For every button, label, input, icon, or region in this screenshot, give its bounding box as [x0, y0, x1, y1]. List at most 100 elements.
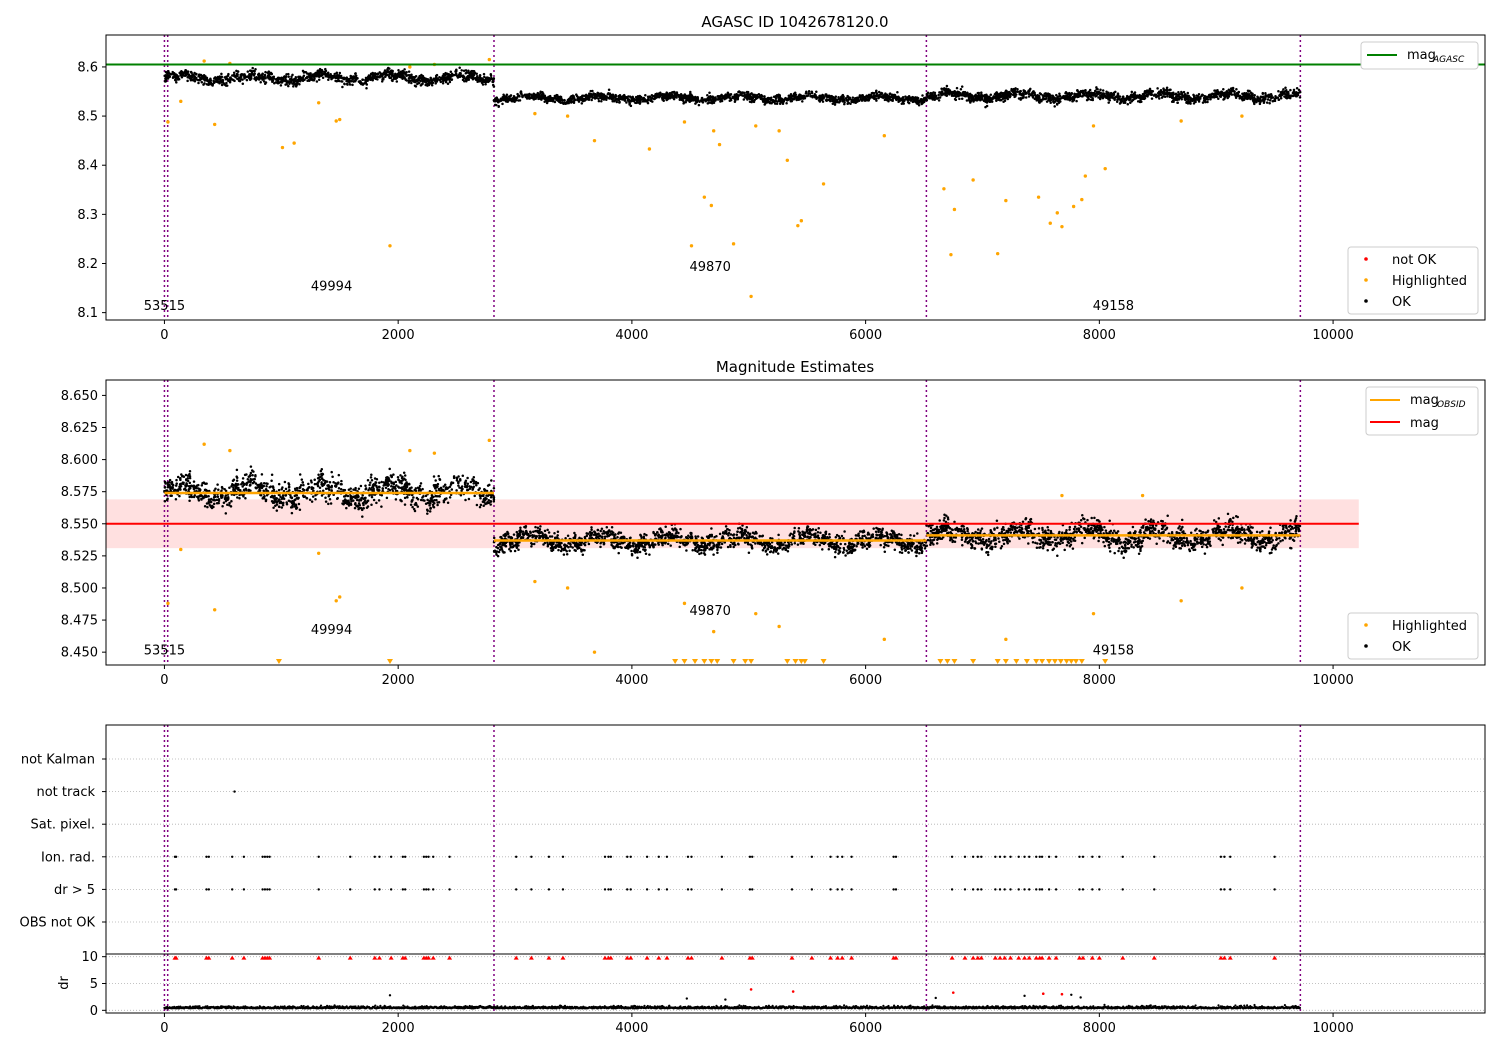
- ok-point: [449, 70, 453, 74]
- ok-point: [772, 100, 776, 103]
- ok-point: [1163, 95, 1167, 99]
- ok-point: [315, 80, 319, 83]
- ok-point: [437, 78, 440, 81]
- ok-point: [330, 77, 333, 81]
- ok-point: [945, 94, 949, 97]
- x-tick-label: 8000: [1083, 328, 1116, 343]
- obsid-label: 53515: [144, 299, 185, 314]
- ok-point: [373, 72, 376, 75]
- ok-point: [954, 92, 957, 95]
- ok-point: [1018, 92, 1021, 96]
- ok-point: [496, 98, 499, 101]
- ok-point: [514, 97, 517, 100]
- ok-point: [434, 74, 438, 78]
- ok-point: [444, 77, 448, 81]
- ok-point: [900, 102, 904, 105]
- ok-point: [1155, 95, 1158, 99]
- ok-point: [588, 92, 591, 95]
- ok-point: [220, 83, 224, 87]
- x-tick-label: 4000: [615, 328, 648, 343]
- ok-point: [458, 66, 461, 69]
- ok-point: [176, 75, 179, 79]
- ok-point: [516, 92, 519, 96]
- ok-point: [1071, 99, 1074, 103]
- ok-point: [299, 76, 302, 79]
- ok-point: [985, 95, 988, 99]
- ok-point: [260, 473, 264, 476]
- ok-point: [1051, 98, 1054, 101]
- ok-point: [921, 94, 924, 97]
- ok-point: [954, 95, 958, 98]
- ok-point: [328, 498, 332, 501]
- ok-point: [227, 72, 230, 76]
- ok-point: [232, 71, 236, 75]
- ok-point: [1279, 90, 1283, 94]
- ok-point: [1116, 92, 1120, 95]
- ok-point: [789, 99, 793, 103]
- ok-point: [383, 69, 387, 72]
- ok-point: [1133, 91, 1137, 94]
- ok-point: [451, 74, 455, 77]
- ok-point: [1053, 100, 1057, 103]
- ok-point: [489, 77, 492, 81]
- ok-point: [394, 480, 398, 484]
- obsid-label: 49994: [311, 280, 352, 295]
- ok-point: [369, 74, 372, 77]
- ok-point: [837, 95, 840, 99]
- ok-point: [787, 98, 790, 101]
- ok-point: [178, 494, 181, 498]
- ok-point: [537, 94, 541, 97]
- ok-point: [245, 78, 249, 82]
- highlighted-point: [949, 252, 953, 257]
- ok-point: [475, 72, 478, 76]
- ok-point: [335, 80, 338, 83]
- ok-point: [318, 73, 322, 77]
- ok-point: [329, 502, 333, 505]
- ok-point: [198, 78, 202, 82]
- ok-point: [475, 484, 478, 487]
- ok-point: [1006, 94, 1010, 98]
- x-tick-label: 0: [160, 328, 168, 343]
- ok-point: [190, 75, 194, 79]
- legend-label: mag: [1407, 48, 1436, 63]
- ok-point: [821, 97, 825, 100]
- ok-point: [590, 98, 593, 102]
- ok-point: [375, 75, 378, 79]
- ok-point: [746, 98, 749, 101]
- ok-point: [478, 74, 482, 77]
- ok-point: [1130, 90, 1134, 94]
- ok-point: [274, 81, 278, 84]
- ok-point: [441, 81, 445, 85]
- ok-point: [952, 94, 956, 97]
- ok-point: [837, 101, 841, 104]
- ok-point: [843, 101, 846, 104]
- ok-point: [1294, 94, 1297, 97]
- ok-point: [270, 72, 273, 76]
- obsid-label: 49158: [1093, 299, 1134, 314]
- ok-point: [249, 477, 252, 481]
- ok-point: [166, 77, 170, 80]
- ok-point: [945, 84, 949, 88]
- ok-point: [293, 83, 296, 86]
- ok-point: [270, 473, 274, 476]
- ok-point: [402, 74, 405, 78]
- ok-point: [687, 98, 690, 102]
- ok-point: [166, 481, 169, 484]
- ok-point: [706, 102, 710, 105]
- ok-point: [217, 488, 220, 491]
- ok-point: [1253, 94, 1256, 97]
- ok-point: [867, 94, 870, 98]
- ok-point: [212, 79, 215, 83]
- ok-point: [229, 76, 232, 79]
- ok-point: [997, 98, 1000, 102]
- ok-point: [521, 94, 525, 97]
- ok-point: [893, 93, 896, 97]
- ok-point: [220, 72, 223, 76]
- ok-point: [415, 496, 419, 500]
- ok-point: [651, 94, 654, 98]
- ok-point: [497, 105, 500, 109]
- ok-point: [1268, 99, 1272, 102]
- ok-point: [277, 482, 281, 486]
- ok-point: [608, 96, 612, 99]
- ok-point: [790, 94, 793, 97]
